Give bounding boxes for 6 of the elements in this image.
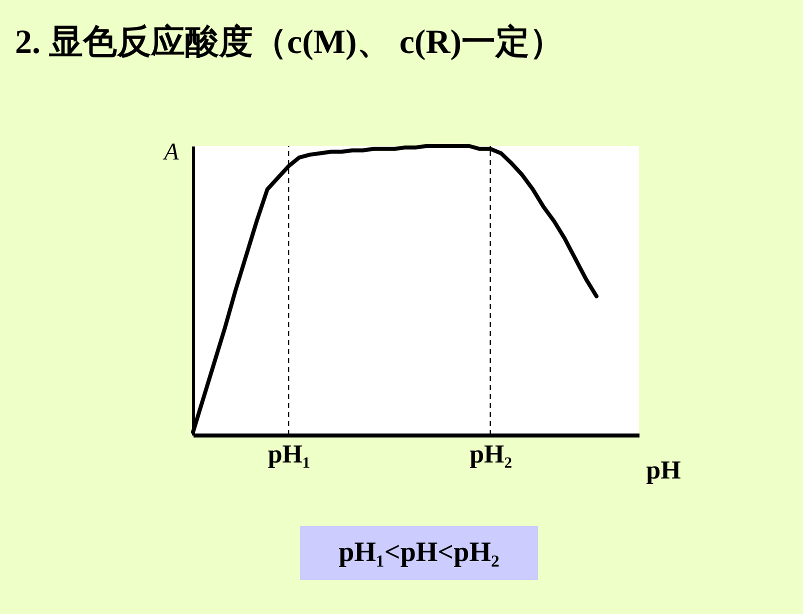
y-axis-title: A: [162, 140, 180, 166]
text: pH₁<pH<pH₂: [338, 537, 500, 568]
x-tick-label: pH₁: [268, 440, 310, 468]
x-tick-label: pH₂: [470, 440, 512, 468]
chart-title: 2. 显色反应酸度（c(M)、 c(R)一定）: [15, 23, 564, 61]
x-axis-title: pH: [646, 456, 681, 484]
